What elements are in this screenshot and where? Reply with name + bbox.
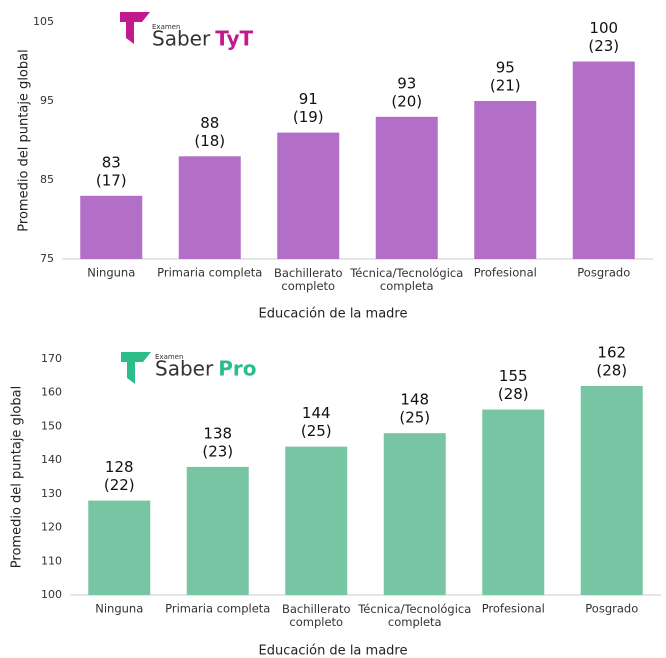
sd-label: (18) [194, 132, 225, 150]
y-tick-label: 105 [33, 15, 54, 28]
y-tick-label: 130 [41, 487, 62, 500]
bar [178, 156, 241, 259]
value-label: 88 [200, 114, 219, 132]
logo-small: Examen [155, 353, 183, 361]
y-tick-label: 100 [41, 588, 62, 601]
sd-label: (20) [391, 92, 422, 110]
logo-small: Examen [152, 23, 180, 31]
value-label: 144 [302, 404, 331, 422]
logo-icon [121, 352, 151, 384]
x-axis-label: Educación de la madre [259, 644, 408, 658]
bar [580, 385, 643, 595]
sd-label: (17) [96, 171, 127, 189]
x-tick-label: Posgrado [577, 266, 630, 280]
value-label: 93 [397, 74, 416, 92]
bar [482, 409, 545, 595]
sd-label: (28) [498, 385, 529, 403]
sd-label: (23) [202, 442, 233, 460]
logo-name: Saber [152, 27, 211, 51]
x-tick-label: Bachillerato completo [274, 266, 343, 293]
value-label: 95 [496, 59, 515, 77]
logo-icon [120, 12, 150, 44]
bar [383, 433, 446, 595]
value-label: 91 [299, 90, 318, 108]
x-tick-label: Profesional [482, 602, 545, 616]
bar [80, 195, 143, 259]
value-label: 83 [102, 153, 121, 171]
sd-label: (19) [293, 108, 324, 126]
x-tick-label: Primaria completa [165, 602, 270, 616]
sd-label: (28) [596, 361, 627, 379]
sd-label: (22) [104, 476, 135, 494]
x-tick-label: Ninguna [87, 266, 135, 280]
x-tick-label: Bachillerato completo [282, 602, 351, 629]
bar [186, 466, 249, 595]
sd-label: (21) [490, 77, 521, 95]
y-tick-label: 75 [40, 252, 54, 265]
value-label: 100 [589, 19, 618, 37]
logo-suffix: Pro [218, 357, 256, 381]
value-label: 155 [499, 367, 528, 385]
sd-label: (23) [588, 37, 619, 55]
y-tick-label: 170 [41, 352, 62, 365]
x-tick-label: Técnica/Tecnológica completa [357, 602, 471, 629]
sd-label: (25) [399, 409, 430, 427]
logo-name: Saber [155, 357, 214, 381]
y-tick-label: 160 [41, 386, 62, 399]
x-tick-label: Profesional [474, 266, 537, 280]
value-label: 148 [400, 391, 429, 409]
y-axis-label: Promedio del puntaje global [17, 49, 32, 231]
sd-label: (25) [301, 422, 332, 440]
y-axis-label: Promedio del puntaje global [10, 386, 25, 568]
bar [572, 61, 635, 259]
bar [375, 116, 438, 259]
x-tick-label: Primaria completa [157, 266, 262, 280]
bar [88, 500, 151, 595]
x-tick-label: Técnica/Tecnológica completa [349, 266, 463, 293]
y-tick-label: 110 [41, 554, 62, 567]
bar [285, 446, 348, 595]
x-axis-label: Educación de la madre [259, 307, 408, 322]
x-tick-label: Ninguna [95, 602, 143, 616]
value-label: 128 [105, 458, 134, 476]
bar [277, 132, 340, 259]
y-tick-label: 140 [41, 453, 62, 466]
value-label: 138 [203, 424, 232, 442]
value-label: 162 [597, 343, 626, 361]
bar [474, 101, 537, 259]
y-tick-label: 85 [40, 173, 54, 186]
y-tick-label: 120 [41, 521, 62, 534]
y-tick-label: 95 [40, 94, 54, 107]
logo-suffix: TyT [215, 27, 253, 51]
x-tick-label: Posgrado [585, 602, 638, 616]
y-tick-label: 150 [41, 419, 62, 432]
